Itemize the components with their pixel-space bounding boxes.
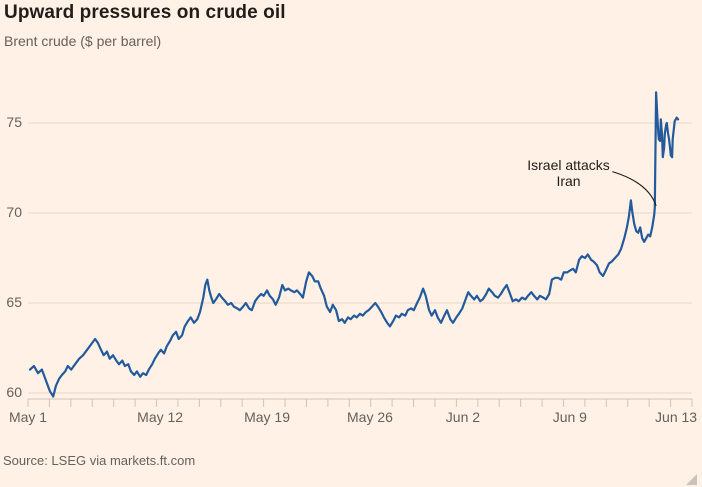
y-axis-label: 60 — [6, 384, 22, 400]
annotation-line-1: Israel attacks — [527, 157, 610, 173]
x-axis-label: Jun 2 — [445, 409, 481, 425]
x-axis-label: Jun 9 — [552, 409, 587, 425]
x-axis-label: Jun 13 — [655, 409, 698, 425]
x-axis-label: May 12 — [137, 409, 184, 425]
annotation-arrow — [612, 171, 657, 206]
y-axis-label: 65 — [6, 294, 22, 310]
annotation-israel-attacks-iran: Israel attacks Iran — [513, 157, 624, 189]
x-axis-label: May 19 — [244, 409, 290, 425]
annotation-line-2: Iran — [556, 172, 581, 189]
x-axis-label: May 26 — [346, 409, 393, 425]
source-note: Source: LSEG via markets.ft.com — [3, 453, 196, 468]
y-axis-label: 75 — [6, 114, 22, 130]
chart-subtitle: Brent crude ($ per barrel) — [4, 33, 162, 49]
resize-handle-icon[interactable] — [686, 474, 697, 485]
chart-title: Upward pressures on crude oil — [4, 2, 286, 23]
x-axis-label: May 1 — [8, 409, 48, 425]
price-line — [28, 91, 680, 398]
y-axis-label: 70 — [6, 204, 22, 220]
